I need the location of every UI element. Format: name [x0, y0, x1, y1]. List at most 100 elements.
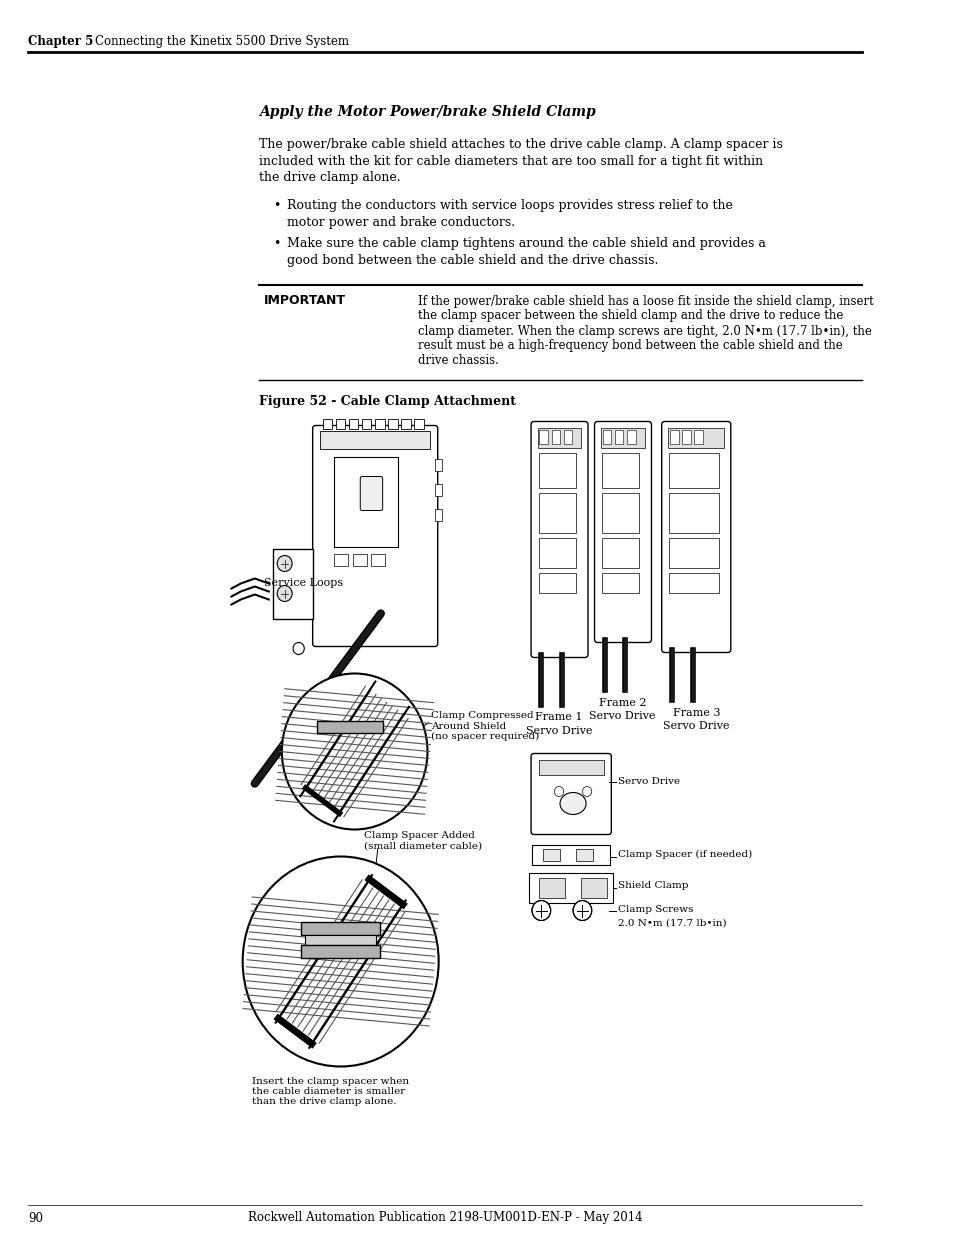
Text: drive chassis.: drive chassis.: [417, 354, 498, 368]
Text: Clamp Compressed
Around Shield
(no spacer required): Clamp Compressed Around Shield (no space…: [431, 711, 538, 741]
Bar: [668, 537, 718, 568]
Bar: [538, 493, 576, 532]
Text: the clamp spacer between the shield clamp and the drive to reduce the: the clamp spacer between the shield clam…: [417, 310, 842, 322]
Text: Frame 1
Servo Drive: Frame 1 Servo Drive: [525, 713, 592, 736]
Text: IMPORTANT: IMPORTANT: [264, 294, 346, 308]
Text: Routing the conductors with service loops provides stress relief to the: Routing the conductors with service loop…: [287, 200, 733, 212]
Text: Connecting the Kinetix 5500 Drive System: Connecting the Kinetix 5500 Drive System: [95, 35, 349, 48]
Bar: [580, 878, 606, 898]
Bar: [668, 452, 718, 488]
Circle shape: [242, 857, 438, 1067]
Bar: [334, 553, 348, 566]
Bar: [335, 419, 345, 429]
Text: motor power and brake conductors.: motor power and brake conductors.: [287, 216, 515, 228]
Text: Shield Clamp: Shield Clamp: [618, 881, 688, 889]
Bar: [694, 430, 702, 443]
Bar: [601, 452, 639, 488]
Bar: [681, 430, 690, 443]
Bar: [274, 548, 313, 619]
Bar: [551, 430, 559, 443]
Bar: [388, 419, 397, 429]
Text: included with the kit for cable diameters that are too small for a tight fit wit: included with the kit for cable diameter…: [259, 154, 762, 168]
Bar: [401, 419, 410, 429]
FancyBboxPatch shape: [531, 421, 587, 657]
Text: Clamp Spacer Added
(small diameter cable): Clamp Spacer Added (small diameter cable…: [364, 831, 481, 851]
Text: Figure 52 - Cable Clamp Attachment: Figure 52 - Cable Clamp Attachment: [259, 394, 516, 408]
FancyBboxPatch shape: [360, 477, 382, 510]
Bar: [334, 457, 397, 547]
Text: Servo Drive: Servo Drive: [618, 777, 679, 785]
Bar: [668, 493, 718, 532]
Bar: [615, 430, 623, 443]
FancyBboxPatch shape: [531, 753, 611, 835]
Bar: [667, 427, 723, 447]
Bar: [301, 921, 379, 935]
Text: If the power/brake cable shield has a loose fit inside the shield clamp, insert: If the power/brake cable shield has a lo…: [417, 294, 873, 308]
Text: Chapter 5: Chapter 5: [28, 35, 93, 48]
FancyBboxPatch shape: [594, 421, 651, 642]
Bar: [601, 493, 639, 532]
Bar: [563, 430, 572, 443]
Circle shape: [293, 642, 304, 655]
Text: the drive clamp alone.: the drive clamp alone.: [259, 170, 400, 184]
Text: •: •: [274, 237, 280, 251]
Text: result must be a high-frequency bond between the cable shield and the: result must be a high-frequency bond bet…: [417, 340, 842, 352]
Text: 2.0 N•m (17.7 lb•in): 2.0 N•m (17.7 lb•in): [618, 919, 726, 927]
Text: Clamp Spacer (if needed): Clamp Spacer (if needed): [618, 850, 751, 858]
Text: Frame 3
Servo Drive: Frame 3 Servo Drive: [662, 708, 729, 731]
Circle shape: [581, 787, 591, 797]
Circle shape: [277, 585, 292, 601]
Circle shape: [573, 900, 591, 920]
Text: Service Loops: Service Loops: [264, 578, 343, 589]
Bar: [375, 419, 384, 429]
Text: The power/brake cable shield attaches to the drive cable clamp. A clamp spacer i: The power/brake cable shield attaches to…: [259, 138, 782, 151]
Bar: [668, 573, 718, 593]
Bar: [317, 720, 382, 732]
Bar: [305, 935, 375, 945]
Bar: [542, 848, 559, 861]
Bar: [435, 483, 442, 495]
Text: •: •: [274, 200, 280, 212]
FancyBboxPatch shape: [313, 426, 437, 646]
Text: Frame 2
Servo Drive: Frame 2 Servo Drive: [589, 698, 655, 721]
Bar: [320, 431, 430, 448]
Text: Make sure the cable clamp tightens around the cable shield and provides a: Make sure the cable clamp tightens aroun…: [287, 237, 765, 251]
FancyBboxPatch shape: [661, 421, 730, 652]
Bar: [538, 452, 576, 488]
Bar: [532, 845, 610, 864]
Bar: [576, 848, 592, 861]
Bar: [626, 430, 635, 443]
Text: 90: 90: [28, 1212, 43, 1224]
Bar: [362, 419, 371, 429]
Circle shape: [277, 556, 292, 572]
Bar: [529, 872, 613, 903]
Bar: [601, 573, 639, 593]
Bar: [301, 945, 379, 957]
Circle shape: [554, 787, 563, 797]
Text: Rockwell Automation Publication 2198-UM001D-EN-P - May 2014: Rockwell Automation Publication 2198-UM0…: [248, 1212, 641, 1224]
Text: Apply the Motor Power/brake Shield Clamp: Apply the Motor Power/brake Shield Clamp: [259, 105, 596, 119]
Bar: [371, 553, 385, 566]
Bar: [537, 427, 581, 447]
Bar: [669, 430, 678, 443]
Bar: [538, 760, 603, 774]
Bar: [323, 419, 332, 429]
Bar: [538, 878, 564, 898]
Text: Clamp Screws: Clamp Screws: [618, 905, 693, 914]
Text: Insert the clamp spacer when
the cable diameter is smaller
than the drive clamp : Insert the clamp spacer when the cable d…: [252, 1077, 409, 1107]
Bar: [538, 573, 576, 593]
Circle shape: [532, 900, 550, 920]
Text: good bond between the cable shield and the drive chassis.: good bond between the cable shield and t…: [287, 254, 659, 267]
Bar: [414, 419, 423, 429]
Text: clamp diameter. When the clamp screws are tight, 2.0 N•m (17.7 lb•in), the: clamp diameter. When the clamp screws ar…: [417, 325, 871, 337]
Bar: [353, 553, 366, 566]
Ellipse shape: [559, 793, 585, 815]
Bar: [538, 430, 547, 443]
Bar: [602, 430, 611, 443]
Bar: [601, 537, 639, 568]
Bar: [538, 537, 576, 568]
Bar: [600, 427, 644, 447]
Circle shape: [281, 673, 427, 830]
Bar: [435, 458, 442, 471]
Bar: [349, 419, 358, 429]
